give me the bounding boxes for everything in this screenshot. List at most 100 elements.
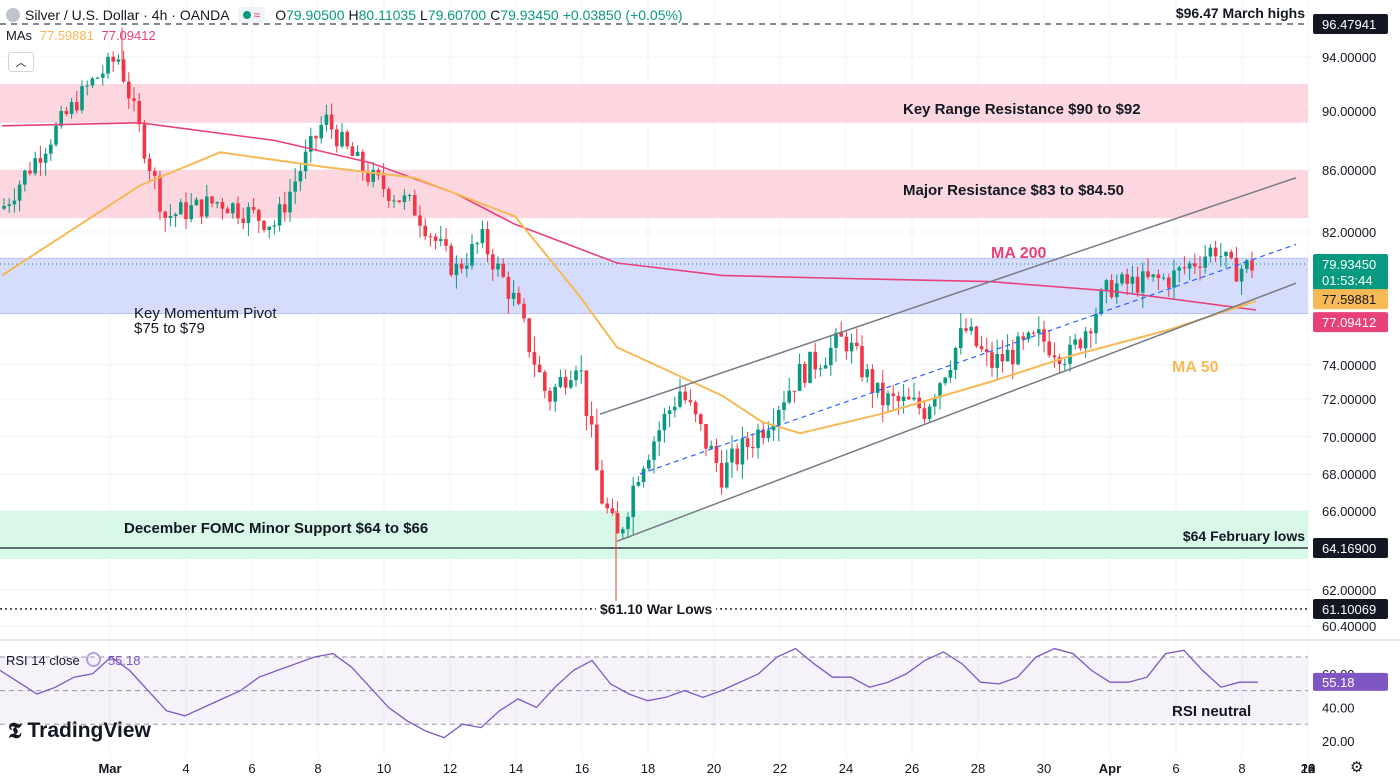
candle-body [865, 369, 869, 378]
candle-body [1161, 277, 1166, 279]
candle-body [1182, 267, 1187, 269]
candle-body [418, 215, 422, 226]
candle-body [303, 151, 308, 172]
mas-legend[interactable]: MAs 77.59881 77.09412 [6, 28, 156, 43]
candle-body [782, 402, 786, 410]
candle-body [329, 114, 334, 130]
candle-body [28, 170, 32, 174]
candle-body [595, 424, 599, 471]
candle-body [626, 516, 630, 530]
candle-body [392, 200, 396, 202]
candle-body [366, 171, 370, 182]
price-tick-label: 72.00000 [1322, 392, 1376, 407]
candle-body [298, 171, 303, 182]
candle-body [1167, 277, 1171, 288]
high-label: H [348, 7, 359, 23]
collapse-legend-button[interactable]: ︿ [8, 52, 34, 72]
close-value: 79.93450 [500, 7, 559, 23]
candle-body [277, 204, 282, 226]
time-tick-label: 12 [1301, 761, 1315, 776]
symbol-title[interactable]: Silver / U.S. Dollar · 4h · OANDA [25, 7, 230, 23]
candle-body [787, 390, 791, 403]
candle-body [387, 189, 391, 201]
candle-body [974, 326, 979, 347]
candle-body [69, 102, 74, 115]
candle-body [912, 397, 916, 400]
close-label: C [490, 7, 501, 23]
candle-body [267, 226, 271, 230]
february-low-price-label-bg [1313, 538, 1388, 558]
candle-body [397, 200, 401, 203]
rsi-legend[interactable]: RSI 14 close 55.18 [6, 652, 141, 668]
candle-body [709, 445, 713, 449]
candle-body [543, 372, 547, 391]
candle-body [964, 328, 968, 331]
candle-body [714, 445, 719, 463]
candle-body [1120, 274, 1124, 284]
candle-body [777, 409, 781, 426]
price-tick-label: 62.00000 [1322, 583, 1376, 598]
candle-body [834, 332, 838, 348]
war-low-price-label: 61.10069 [1322, 602, 1376, 617]
ma50-price-label: 77.59881 [1322, 292, 1376, 307]
candle-body [662, 413, 667, 431]
ma200-legend-value: 77.09412 [101, 28, 156, 43]
candle-body [439, 239, 443, 241]
december-fomc-support-label: December FOMC Minor Support $64 to $66 [124, 520, 428, 537]
candle-body [158, 175, 162, 212]
candle-body [1052, 355, 1057, 358]
time-tick-label: 8 [314, 761, 321, 776]
candle-body [381, 175, 386, 190]
key-momentum-pivot-label: Key Momentum Pivot [134, 305, 277, 322]
chart-legend-header: Silver / U.S. Dollar · 4h · OANDA ≈ O 79.… [6, 4, 683, 26]
candle-body [979, 346, 984, 350]
time-tick-label: 26 [905, 761, 919, 776]
candle-body [1234, 257, 1239, 282]
candle-body [127, 81, 131, 99]
time-tick-label: 28 [971, 761, 985, 776]
candle-body [725, 462, 729, 488]
rsi-settings-icon [86, 652, 102, 667]
candle-body [844, 336, 849, 352]
candle-body [1057, 357, 1062, 365]
candle-body [907, 396, 911, 400]
candle-body [345, 131, 349, 147]
silver-icon [6, 8, 20, 22]
candle-body [75, 102, 79, 111]
candle-body [324, 114, 329, 125]
candle-body [147, 158, 152, 172]
candle-body [1198, 266, 1202, 268]
candle-body [355, 151, 360, 156]
candle-body [215, 202, 219, 204]
candle-body [64, 111, 69, 115]
candle-body [168, 216, 173, 218]
candle-body [922, 408, 927, 420]
ma200-annotation: MA 200 [991, 245, 1047, 262]
candle-body [506, 276, 511, 299]
candle-body [1099, 290, 1103, 315]
candle-body [699, 414, 703, 425]
candle-body [657, 430, 661, 442]
key-momentum-pivot-range-label: $75 to $79 [134, 320, 205, 337]
candle-body [1094, 314, 1098, 334]
current-price-label: 79.93450 [1322, 257, 1376, 272]
candle-body [1011, 349, 1015, 365]
candle-body [1031, 332, 1036, 334]
gear-icon[interactable]: ⚙ [1350, 759, 1364, 776]
change-value: +0.03850 (+0.05%) [562, 7, 683, 23]
open-value: 79.90500 [286, 7, 345, 23]
candle-body [1083, 331, 1088, 349]
candle-body [246, 207, 251, 223]
candle-body [678, 391, 682, 407]
candle-body [95, 77, 100, 79]
candle-body [610, 508, 615, 514]
mas-label: MAs [6, 28, 32, 43]
candle-body [225, 208, 230, 214]
candle-body [969, 326, 973, 331]
market-status-pill[interactable]: ≈ [237, 7, 266, 23]
candle-body [59, 111, 63, 126]
candle-body [194, 199, 199, 206]
candle-body [886, 393, 890, 406]
tradingview-icon: 𝕿 [8, 718, 22, 743]
